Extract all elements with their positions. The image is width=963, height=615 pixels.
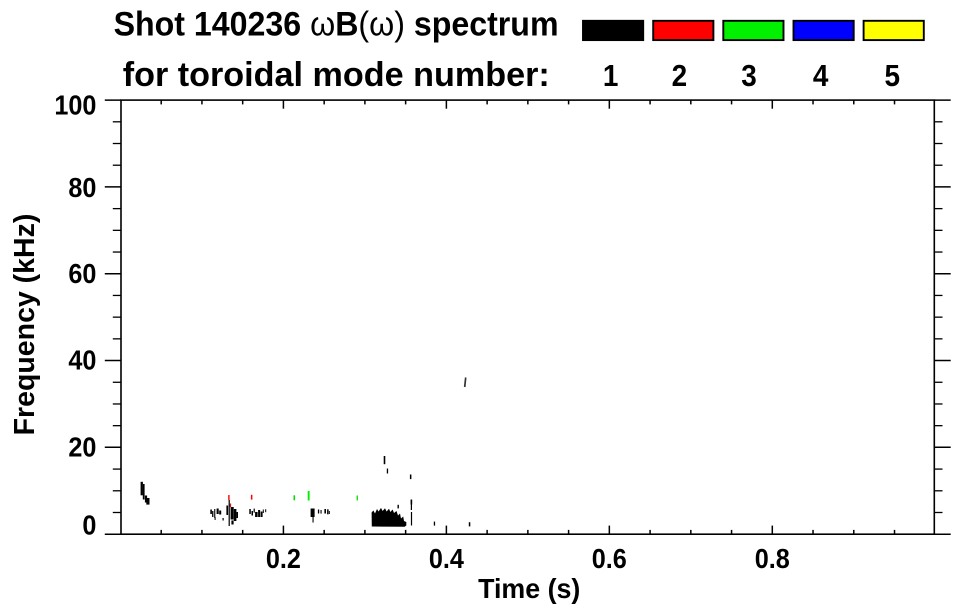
svg-text:0: 0 (82, 509, 96, 541)
svg-text:3: 3 (741, 59, 757, 94)
svg-text:0.4: 0.4 (429, 543, 464, 575)
svg-text:60: 60 (68, 258, 96, 290)
svg-text:4: 4 (813, 59, 829, 94)
svg-text:0.6: 0.6 (592, 543, 627, 575)
svg-text:Shot 140236 ωB(ω) spectrum: Shot 140236 ωB(ω) spectrum (114, 5, 559, 43)
svg-text:Frequency (kHz): Frequency (kHz) (9, 214, 41, 436)
svg-text:5: 5 (884, 59, 900, 94)
svg-text:0.2: 0.2 (266, 543, 301, 575)
svg-text:2: 2 (672, 59, 688, 94)
svg-text:100: 100 (54, 89, 96, 121)
svg-text:20: 20 (68, 431, 96, 463)
svg-text:0.8: 0.8 (755, 543, 790, 575)
svg-text:80: 80 (68, 172, 96, 204)
svg-text:for toroidal mode number:: for toroidal mode number: (123, 56, 550, 94)
svg-text:40: 40 (68, 344, 96, 376)
svg-text:1: 1 (603, 59, 619, 94)
svg-text:Time (s): Time (s) (478, 572, 580, 604)
